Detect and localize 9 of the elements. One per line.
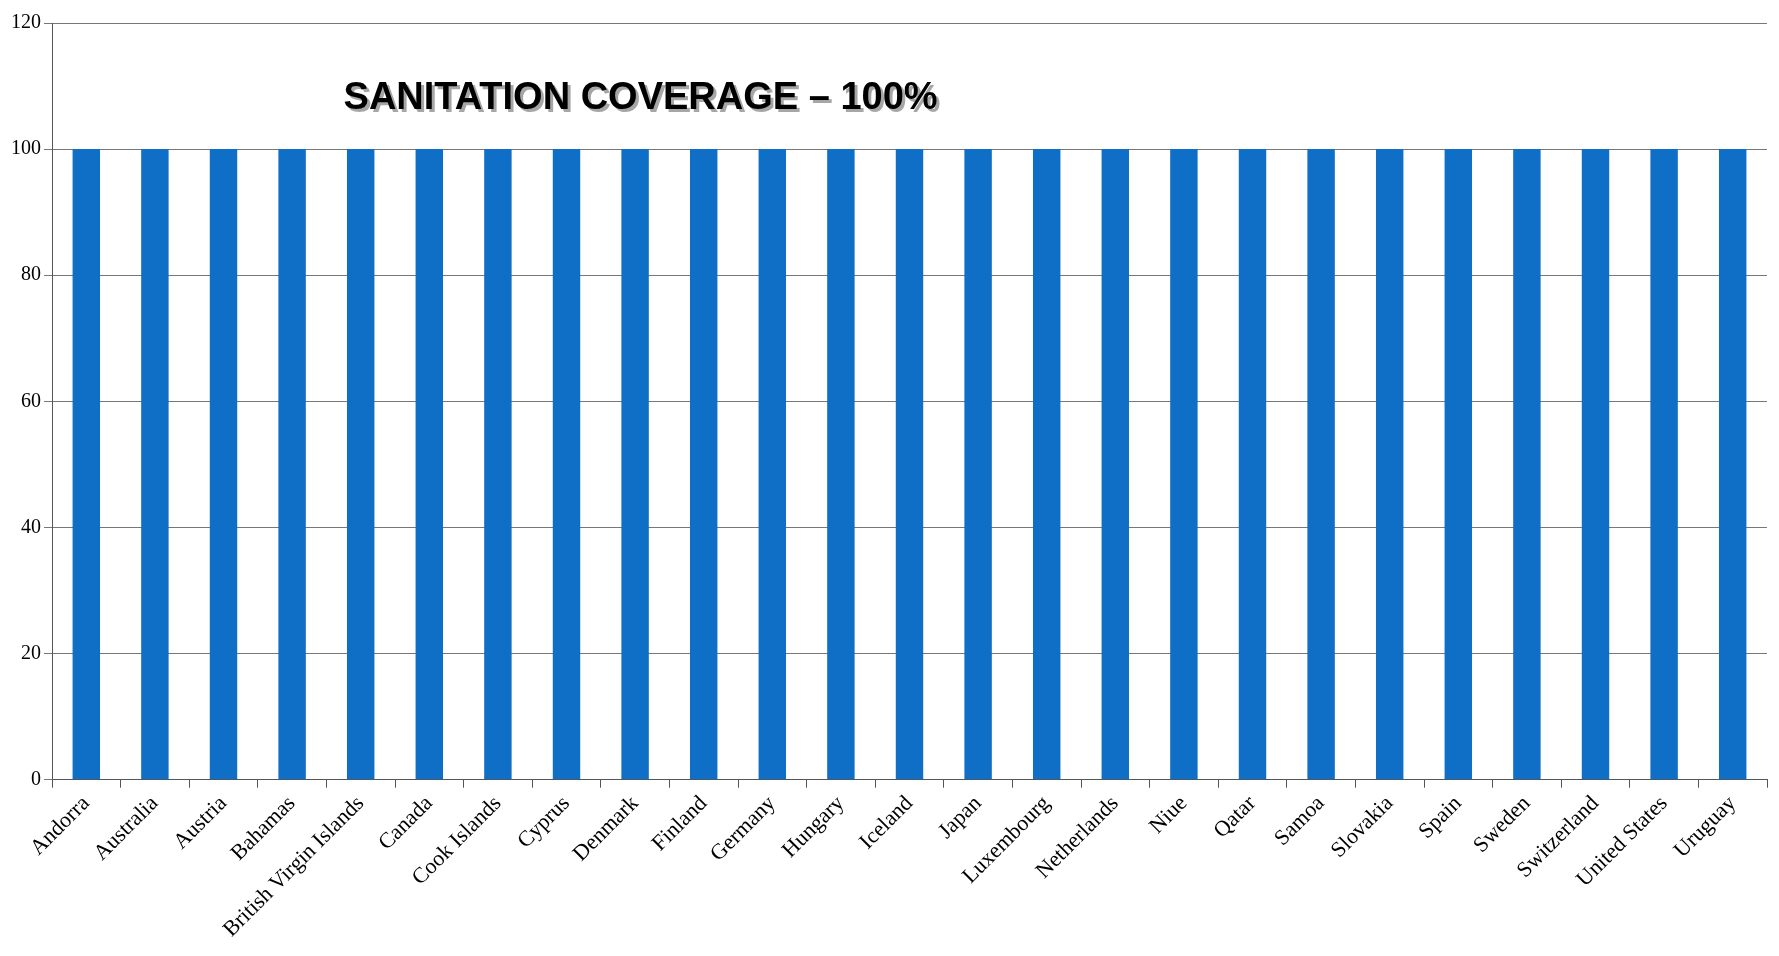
text: SANITATION COVERAGE – 100% (346, 78, 941, 121)
y-tick-label: 0 (31, 766, 41, 789)
y-tick-label: 120 (11, 10, 41, 33)
y-tick-label: 80 (21, 262, 41, 285)
y-tick-label: 40 (21, 514, 41, 537)
y-tick-label: 60 (21, 388, 41, 411)
y-tick-label: 100 (11, 136, 41, 159)
y-tick-label: 20 (21, 640, 41, 663)
x-tick-label: Niue (1143, 790, 1192, 838)
